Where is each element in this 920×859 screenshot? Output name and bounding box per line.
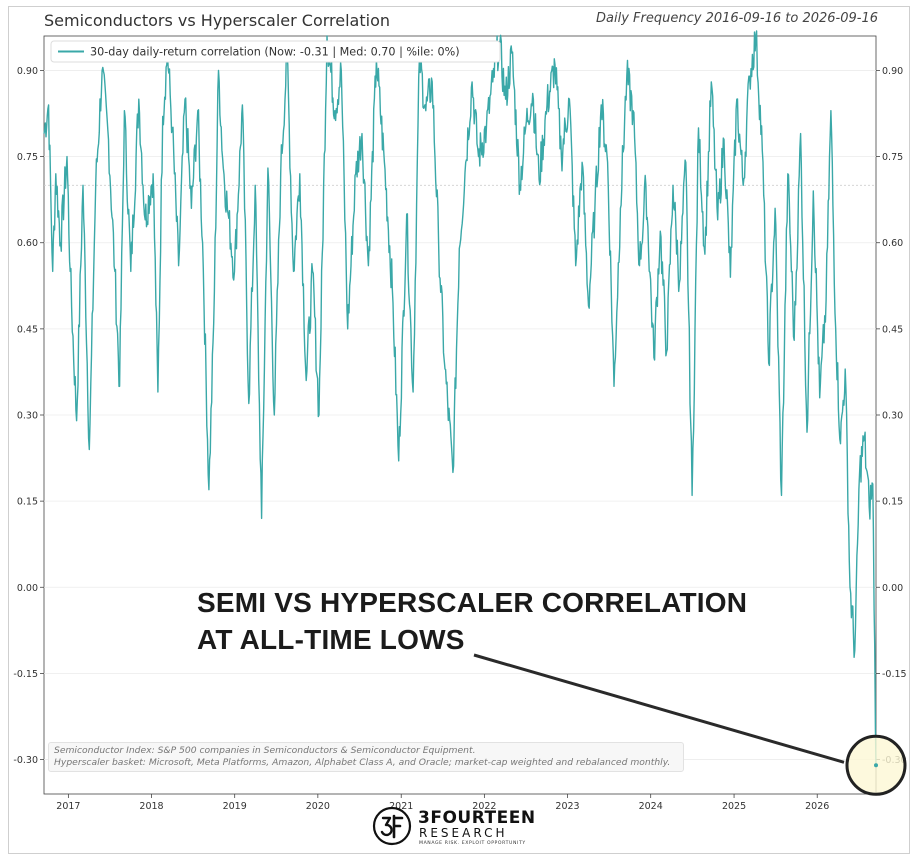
- x-tick-label: 2021: [389, 801, 413, 812]
- y-tick-label: 0.60: [17, 238, 38, 249]
- x-tick-label: 2023: [555, 801, 579, 812]
- y-tick-label: 0.45: [17, 324, 38, 335]
- y-tick-label-right: 0.15: [882, 497, 903, 508]
- logo-subtitle: RESEARCH: [419, 826, 508, 840]
- y-tick-label: 0.15: [17, 497, 38, 508]
- x-tick-label: 2025: [722, 801, 746, 812]
- y-tick-label-right: 0.45: [882, 324, 903, 335]
- y-tick-label-right: 0.30: [882, 411, 903, 422]
- annotation-callout: SEMI VS HYPERSCALER CORRELATION AT ALL-T…: [197, 584, 747, 658]
- annotation-line-1: SEMI VS HYPERSCALER CORRELATION: [197, 587, 748, 618]
- chart-frame: [8, 6, 910, 854]
- logo-tagline: MANAGE RISK. EXPLOIT OPPORTUNITY: [419, 841, 526, 846]
- annotation-line-2: AT ALL-TIME LOWS: [197, 624, 465, 655]
- logo-mark-icon: [372, 806, 412, 846]
- y-tick-label: 0.30: [17, 411, 38, 422]
- y-tick-label: -0.15: [13, 669, 38, 680]
- y-tick-label: 0.75: [17, 152, 38, 163]
- correlation-series-line: [43, 30, 877, 766]
- y-tick-label-right: 0.90: [882, 66, 903, 77]
- y-tick-label-right: 0.60: [882, 238, 903, 249]
- legend-label: 30-day daily-return correlation (Now: -0…: [90, 46, 460, 59]
- latest-point: [874, 763, 878, 768]
- callout-connector: [473, 653, 845, 764]
- y-tick-label-right: 0.00: [882, 583, 903, 594]
- legend-box: [50, 40, 501, 63]
- brand-logo: 3FOURTEEN RESEARCH MANAGE RISK. EXPLOIT …: [372, 806, 535, 850]
- y-tick-label: 0.00: [17, 583, 38, 594]
- logo-name: 3FOURTEEN: [418, 808, 536, 828]
- x-tick-label: 2018: [139, 801, 163, 812]
- chart-title: Semiconductors vs Hyperscaler Correlatio…: [44, 11, 390, 30]
- y-tick-label: -0.30: [13, 755, 38, 766]
- x-tick-label: 2019: [223, 801, 247, 812]
- x-tick-label: 2020: [306, 801, 330, 812]
- y-tick-label-right: 0.75: [882, 152, 903, 163]
- footnote-line-1: Semiconductor Index: S&P 500 companies i…: [54, 745, 476, 756]
- footnote: Semiconductor Index: S&P 500 companies i…: [48, 742, 684, 772]
- x-tick-label: 2024: [639, 801, 663, 812]
- x-tick-label: 2017: [56, 801, 80, 812]
- x-tick-label: 2026: [805, 801, 829, 812]
- x-tick-label: 2022: [472, 801, 496, 812]
- chart-subtitle: Daily Frequency 2016-09-16 to 2026-09-16: [596, 11, 878, 26]
- footnote-line-2: Hyperscaler basket: Microsoft, Meta Plat…: [54, 757, 671, 768]
- y-tick-label-right: -0.15: [882, 669, 907, 680]
- y-tick-label: 0.90: [17, 66, 38, 77]
